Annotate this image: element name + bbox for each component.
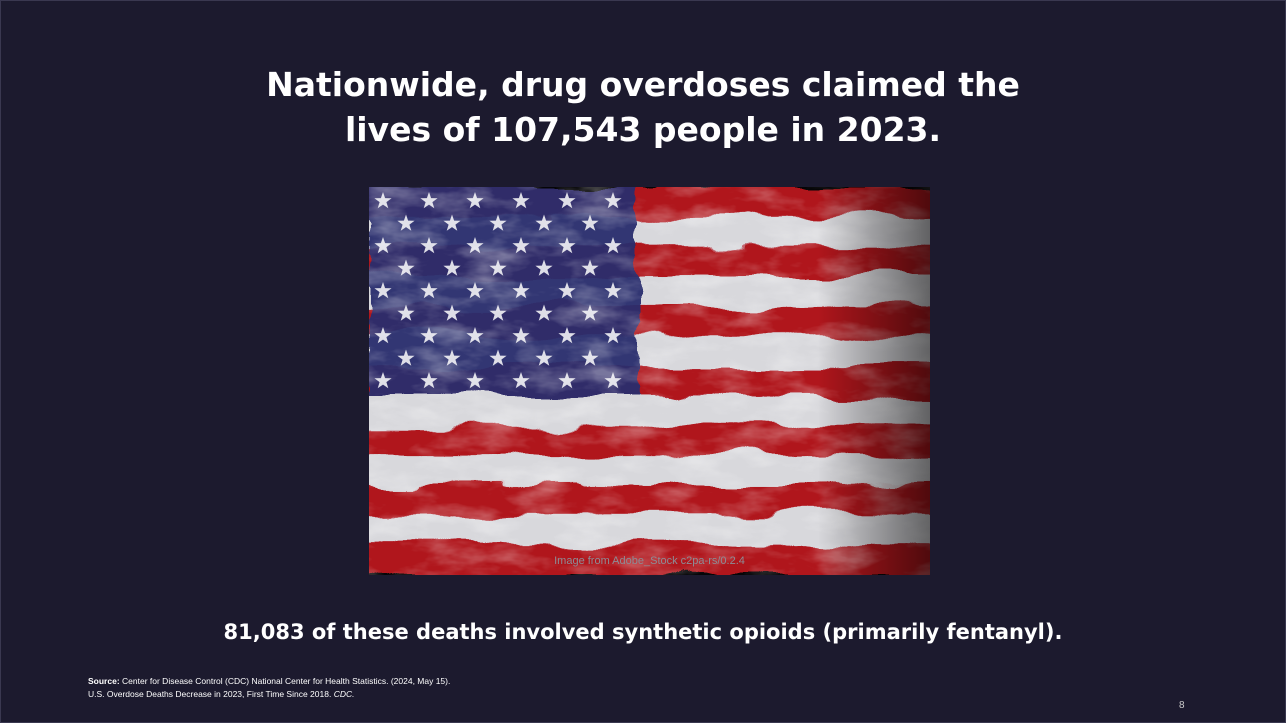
source-italic: CDC. bbox=[333, 689, 355, 699]
image-caption: Image from Adobe_Stock c2pa-rs/0.2.4 bbox=[554, 555, 745, 567]
page-number: 8 bbox=[1179, 700, 1185, 711]
flag-image bbox=[369, 187, 930, 575]
source-line: Source: Center for Disease Control (CDC)… bbox=[88, 676, 450, 686]
title-line: lives of 107,543 people in 2023. bbox=[344, 110, 942, 149]
source-text: Center for Disease Control (CDC) Nationa… bbox=[122, 676, 451, 686]
source-line: U.S. Overdose Deaths Decrease in 2023, F… bbox=[88, 689, 354, 699]
source-text: U.S. Overdose Deaths Decrease in 2023, F… bbox=[88, 689, 332, 699]
source-label: Source: bbox=[88, 676, 120, 686]
title-line: Nationwide, drug overdoses claimed the bbox=[266, 65, 1020, 104]
subtitle: 81,083 of these deaths involved syntheti… bbox=[223, 620, 1063, 644]
